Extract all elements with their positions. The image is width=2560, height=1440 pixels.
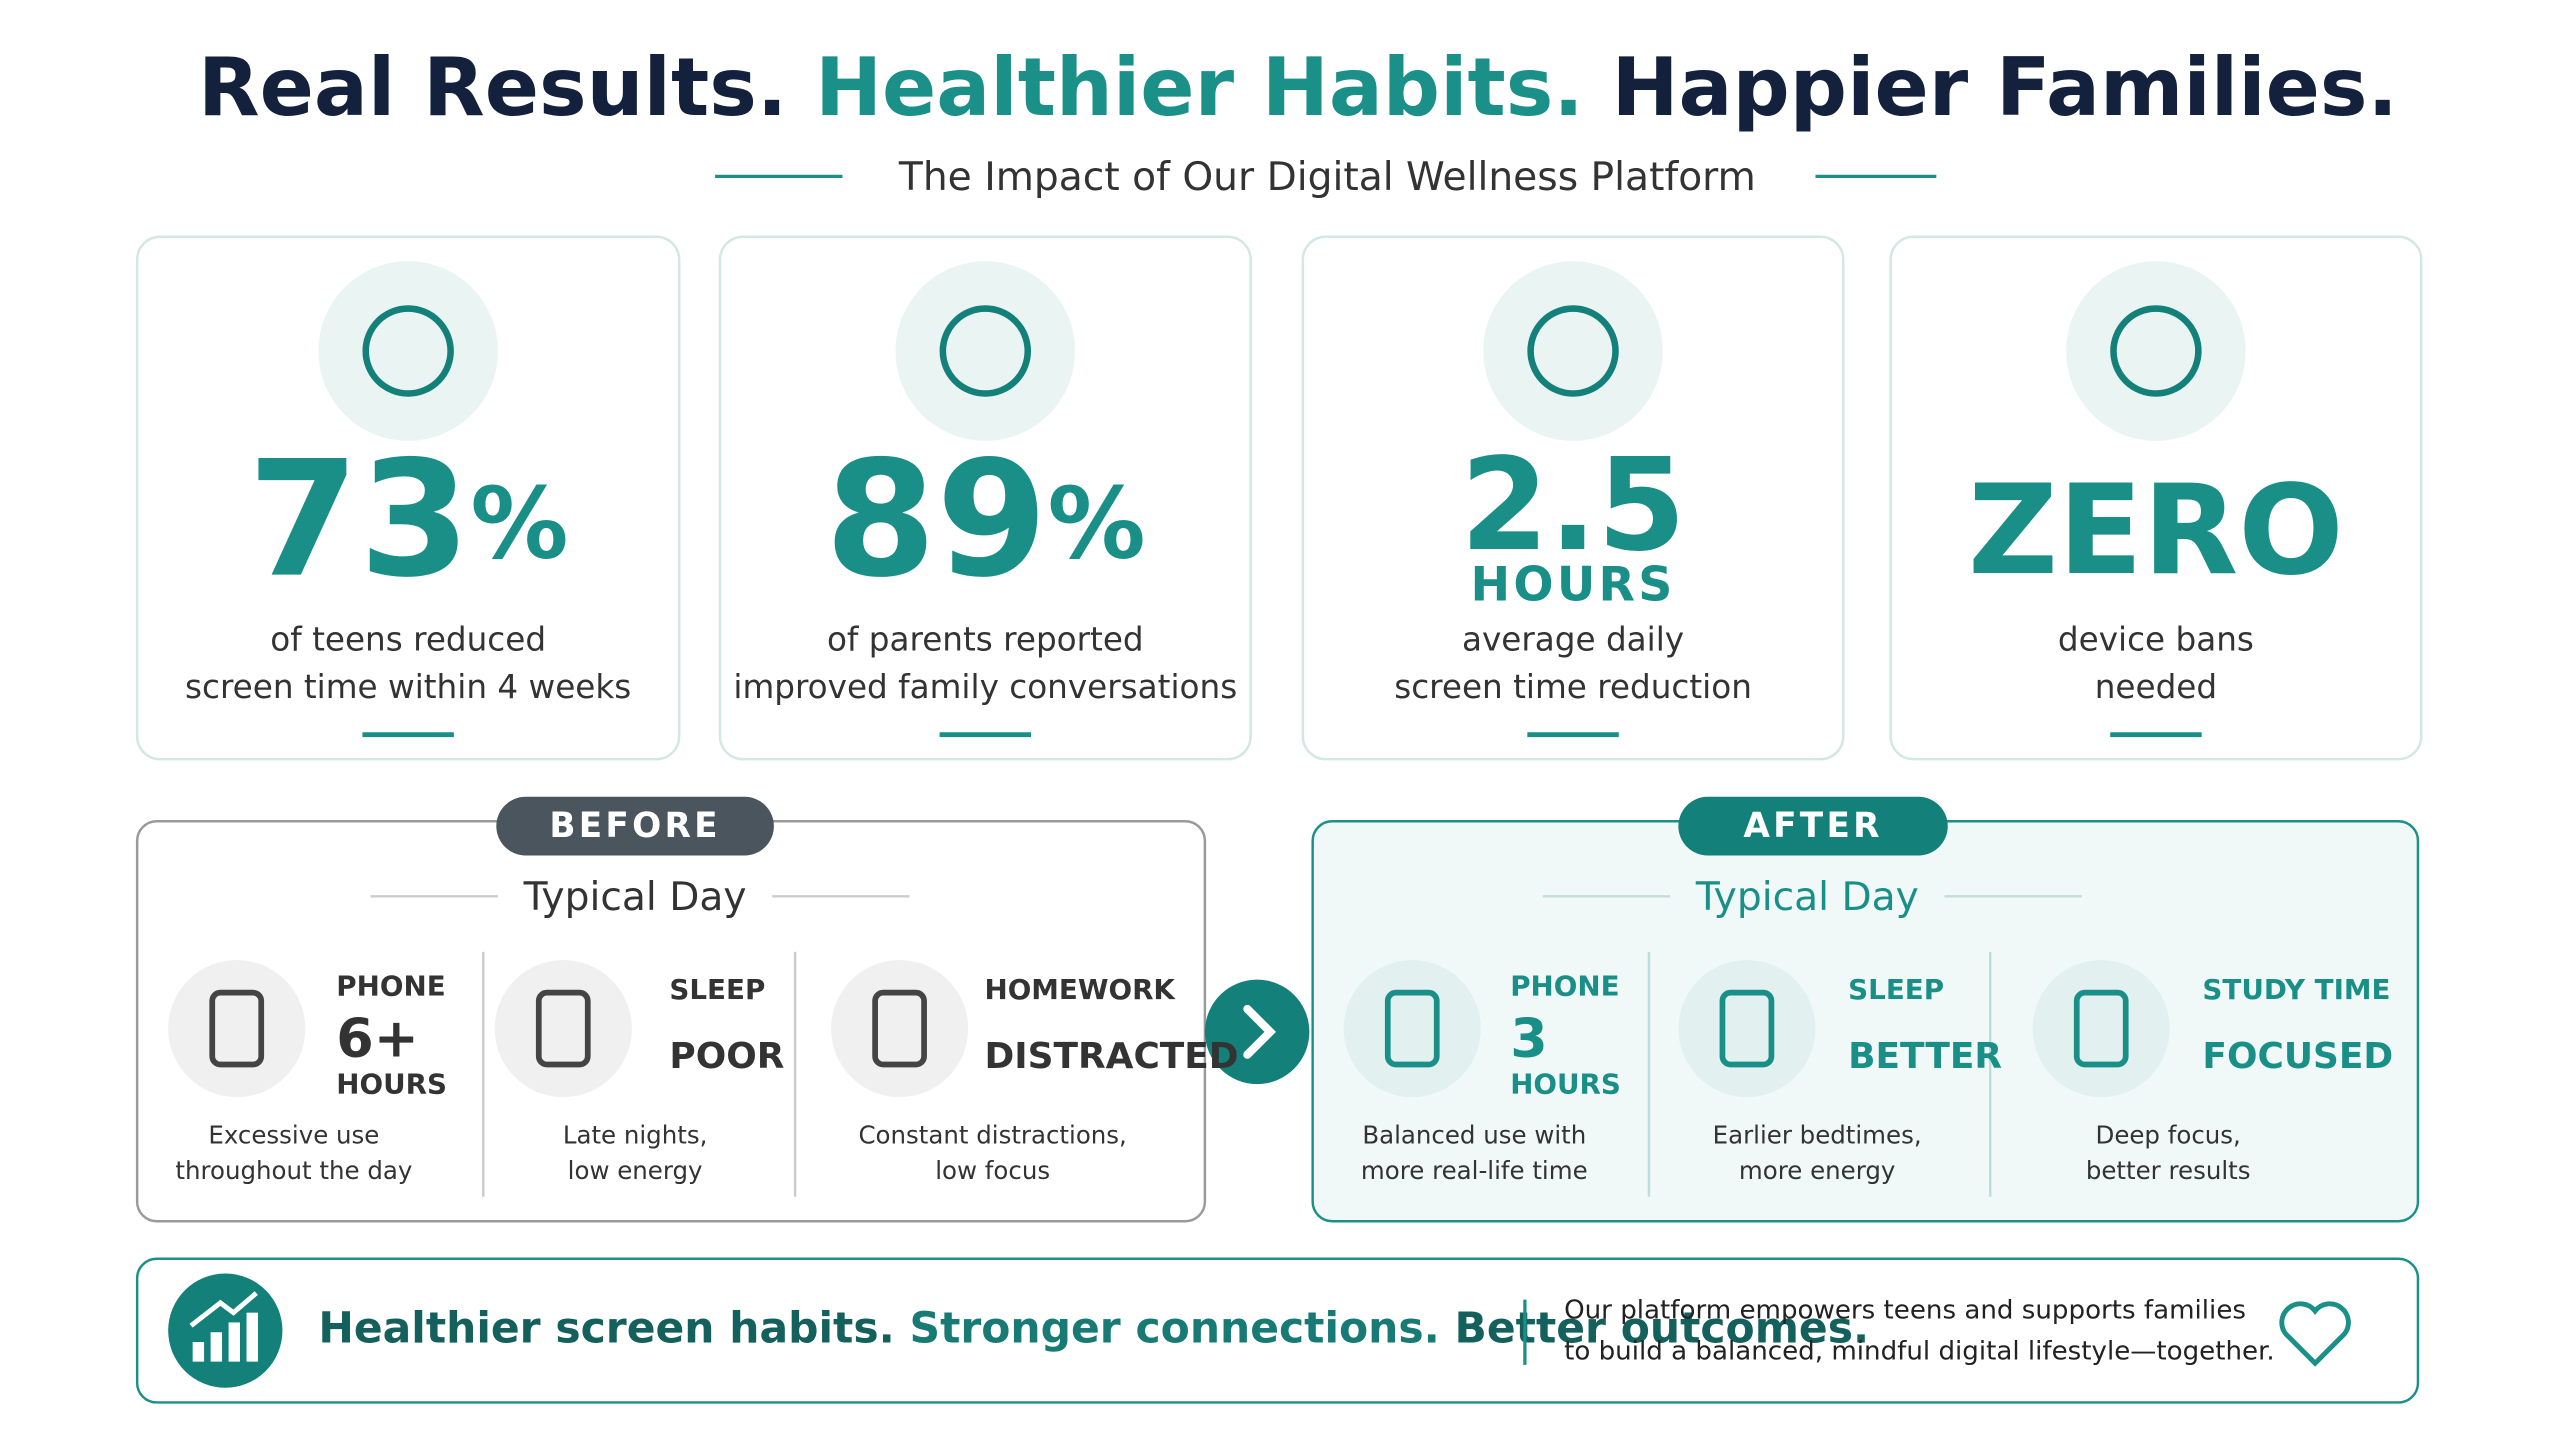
item-value: BETTER: [1848, 1036, 2002, 1077]
item-value: DISTRACTED: [984, 1036, 1238, 1077]
icon-bg: [318, 261, 498, 441]
item-description: Deep focus,: [2095, 1120, 2240, 1149]
stat-description: of teens reduced: [270, 621, 546, 659]
trend-icon: [189, 1291, 258, 1328]
item-unit: HOURS: [336, 1068, 447, 1101]
footer-box: [135, 1257, 2420, 1404]
item-icon-bg: [831, 960, 969, 1098]
icon-bg: [2066, 261, 2246, 441]
item-value: 3: [1510, 1006, 1547, 1069]
item-label: HOMEWORK: [984, 973, 1176, 1006]
item-description: more real-life time: [1361, 1156, 1588, 1185]
panel-heading: Typical Day: [1695, 875, 1919, 920]
arrow-circle: [1204, 979, 1310, 1085]
stat-number: 89: [825, 426, 1048, 613]
item-value: 6+: [336, 1006, 419, 1069]
item-icon-bg: [1678, 960, 1816, 1098]
item-description: Constant distractions,: [858, 1120, 1126, 1149]
stat-description: of parents reported: [827, 621, 1144, 659]
item-icon-bg: [494, 960, 632, 1098]
footer-icon: [168, 1273, 283, 1388]
item-description: throughout the day: [175, 1156, 412, 1185]
icon-bg: [895, 261, 1076, 441]
stat-unit: %: [1048, 467, 1146, 581]
bar-icon: [192, 1312, 258, 1362]
stat-number: 73: [248, 426, 471, 613]
arrow: [1243, 1004, 1276, 1059]
stat-unit: HOURS: [1470, 558, 1675, 613]
stat-description: screen time within 4 weeks: [185, 668, 631, 706]
tagline-part: Stronger connections.: [910, 1304, 1440, 1353]
footer-text: Our platform empowers teens and supports…: [1564, 1296, 2246, 1326]
badge-label: BEFORE: [549, 806, 720, 846]
stat-description: improved family conversations: [733, 668, 1237, 706]
stat-description: average daily: [1462, 621, 1684, 659]
panel-heading: Typical Day: [523, 875, 747, 920]
badge: [1678, 796, 1948, 856]
icon: [2110, 305, 2202, 397]
stat-description: device bans: [2058, 621, 2254, 659]
item-icon: [1384, 989, 1440, 1068]
item-label: SLEEP: [1848, 973, 1944, 1006]
stat-unit: %: [470, 467, 568, 581]
item-icon: [1719, 989, 1775, 1068]
stat-number: ZERO: [1968, 459, 2344, 603]
stat-value: 73%: [248, 426, 569, 613]
item-description: more energy: [1739, 1156, 1895, 1185]
stat-card: [718, 235, 1252, 761]
tagline-part: Healthier screen habits.: [318, 1304, 894, 1353]
stat-card: [135, 235, 681, 761]
item-icon: [2073, 989, 2129, 1068]
icon: [939, 305, 1032, 397]
subtitle: The Impact of Our Digital Wellness Platf…: [898, 155, 1756, 200]
item-icon: [209, 989, 265, 1068]
item-description: low focus: [935, 1156, 1050, 1185]
item-icon-bg: [168, 960, 306, 1098]
stat-value: 89%: [825, 426, 1146, 613]
item-icon-bg: [2032, 960, 2170, 1098]
item-description: Earlier bedtimes,: [1713, 1120, 1922, 1149]
title-part: Happier Families.: [1612, 41, 2398, 134]
item-value: POOR: [669, 1036, 784, 1077]
stat-number: 2.5: [1460, 432, 1686, 580]
item-description: Balanced use with: [1362, 1120, 1586, 1149]
item-icon: [535, 989, 591, 1068]
badge-label: AFTER: [1743, 806, 1882, 846]
item-value: FOCUSED: [2202, 1036, 2393, 1077]
item-description: low energy: [568, 1156, 703, 1185]
badge: [496, 796, 774, 856]
title: Real Results. Healthier Habits. Happier …: [198, 41, 2398, 134]
stat-description: screen time reduction: [1394, 668, 1752, 706]
item-label: PHONE: [1510, 970, 1619, 1003]
item-label: STUDY TIME: [2202, 973, 2390, 1006]
heart-icon: [2279, 1301, 2351, 1367]
item-label: PHONE: [336, 970, 445, 1003]
icon: [1527, 305, 1619, 397]
title-part: Real Results.: [198, 41, 787, 134]
icon-bg: [1483, 261, 1663, 441]
item-label: SLEEP: [669, 973, 765, 1006]
item-unit: HOURS: [1510, 1068, 1621, 1101]
item-description: Late nights,: [563, 1120, 708, 1149]
footer-text: to build a balanced, mindful digital lif…: [1564, 1336, 2275, 1366]
stat-card: [1301, 235, 1845, 761]
icon: [362, 305, 454, 397]
stat-description: needed: [2095, 668, 2217, 706]
stat-card: [1889, 235, 2423, 761]
item-description: Excessive use: [208, 1120, 379, 1149]
title-part: Healthier Habits.: [815, 41, 1584, 134]
item-description: better results: [2086, 1156, 2251, 1185]
item-icon-bg: [1343, 960, 1481, 1098]
item-icon: [872, 989, 927, 1068]
